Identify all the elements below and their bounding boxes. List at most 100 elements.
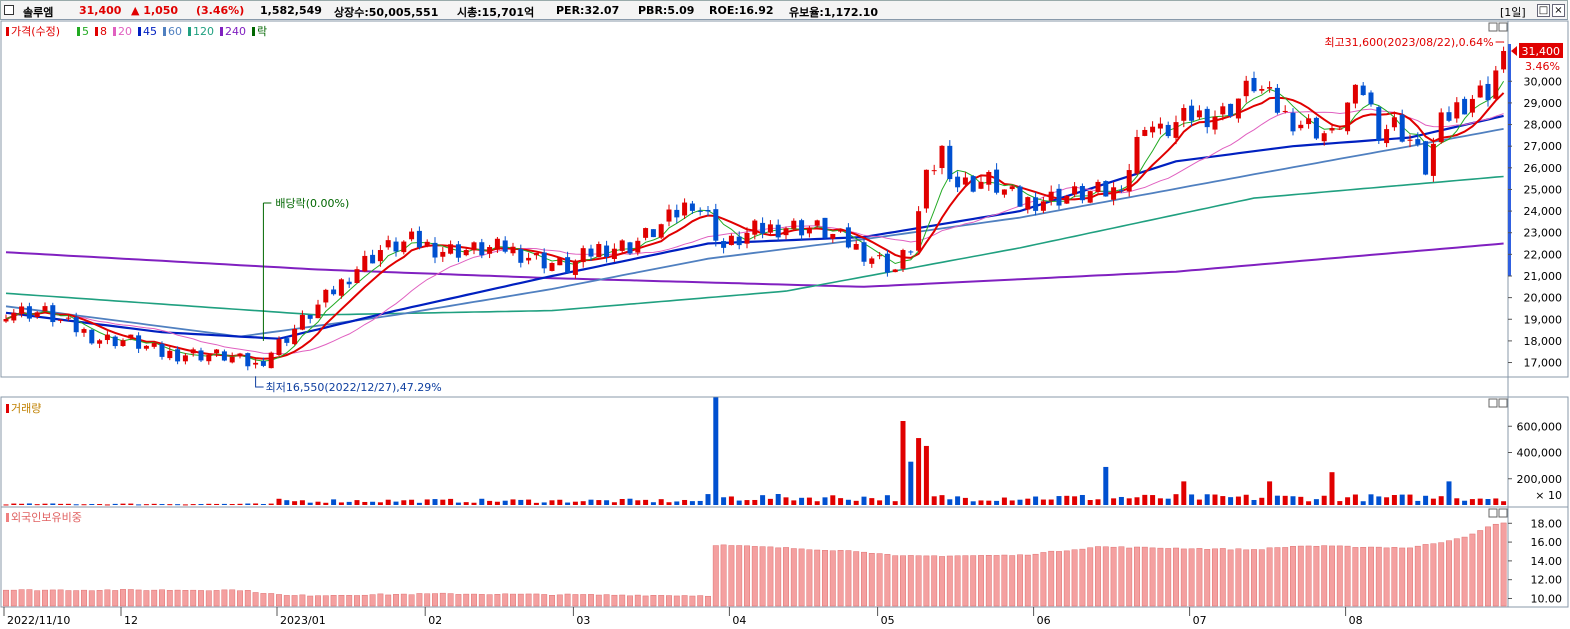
price-candle	[120, 340, 126, 347]
volume-bar	[65, 503, 71, 505]
price-candle	[299, 314, 305, 330]
price-tick-label: 23,000	[1524, 227, 1563, 240]
volume-bar	[1313, 499, 1319, 505]
volume-bar	[1072, 496, 1078, 505]
foreign-ratio-bar	[166, 590, 173, 607]
price-candle	[338, 279, 344, 296]
volume-bar	[198, 504, 204, 506]
legend-swatch	[6, 27, 9, 36]
price-candle	[151, 343, 157, 347]
float-rate: 유보율:1,172.10	[789, 6, 879, 19]
price-candle	[1493, 70, 1499, 99]
price-candle	[409, 231, 415, 240]
volume-bar	[705, 494, 711, 505]
foreign-ratio-bar	[978, 555, 984, 607]
period-button[interactable]: [1일]	[1500, 6, 1526, 19]
close-icon[interactable]: ×	[1552, 4, 1565, 17]
foreign-ratio-bar	[572, 594, 579, 607]
price-candle	[1134, 136, 1140, 174]
price-candle	[1033, 197, 1039, 211]
stock-name[interactable]: 솔루엠	[23, 6, 54, 19]
volume-bar	[658, 499, 664, 505]
price-candle	[1267, 87, 1273, 89]
volume-bar	[1111, 498, 1117, 505]
price-candle	[182, 355, 188, 362]
volume-bar	[1235, 496, 1241, 505]
volume-bar	[401, 500, 407, 505]
price-candle	[947, 145, 953, 180]
price-candle	[682, 202, 688, 216]
foreign-ratio-bar	[10, 589, 17, 607]
volume-bar	[479, 498, 485, 505]
price-candle	[323, 289, 329, 303]
x-tick-label: 06	[1037, 614, 1051, 627]
volume-bar	[1267, 481, 1273, 505]
foreign-ratio-bar	[221, 589, 228, 607]
volume-bar	[1485, 499, 1491, 505]
price-candle	[635, 240, 641, 253]
volume-bar	[1142, 494, 1148, 505]
foreign-ratio-bar	[868, 553, 875, 607]
select-checkbox[interactable]	[4, 5, 14, 15]
price-candle	[1095, 181, 1101, 193]
volume-bar	[689, 501, 695, 505]
foreign-ratio-bar	[1134, 546, 1140, 607]
foreign-ratio-bar	[549, 595, 555, 607]
foreign-ratio-bar	[268, 593, 275, 607]
volume-bar	[229, 504, 235, 506]
foreign-ratio-bar	[408, 594, 415, 607]
foreign-ratio-bar	[1344, 545, 1351, 607]
price-tick-label: 22,000	[1524, 248, 1563, 261]
price-candle	[1212, 116, 1218, 130]
price-candle	[1048, 191, 1054, 201]
foreign-ratio-bar	[1407, 547, 1413, 607]
volume-bar	[744, 500, 750, 505]
price-candle	[260, 361, 266, 366]
price-candle	[830, 233, 836, 239]
volume-bar	[1423, 495, 1429, 505]
foreign-ratio-bar	[689, 595, 696, 607]
volume-bar	[50, 503, 56, 505]
price-candle	[89, 329, 95, 344]
foreign-ratio-bar	[1126, 547, 1133, 607]
foreign-ratio-bar	[439, 592, 446, 607]
x-tick-label: 04	[732, 614, 746, 627]
foreign-ratio-bar	[3, 589, 9, 607]
price-candle	[1321, 133, 1327, 142]
volume-bar	[331, 499, 337, 505]
price-candle	[510, 246, 516, 254]
price-candle	[572, 260, 578, 275]
price-candle	[1040, 201, 1046, 211]
foreign-ratio-bar	[1079, 548, 1086, 607]
volume-bar	[830, 495, 836, 505]
foreign-panel-close-icon	[1498, 508, 1508, 518]
volume-bar	[89, 504, 95, 506]
price-panel-restore-icon	[1488, 22, 1498, 32]
price-candle	[1298, 124, 1304, 129]
foreign-ratio-bar	[1048, 550, 1055, 607]
price-candle	[1423, 141, 1429, 175]
price-candle	[666, 209, 672, 222]
price-candle	[112, 336, 118, 347]
volume-bar	[627, 498, 633, 505]
volume-bar	[1126, 498, 1132, 505]
foreign-ratio-bar	[385, 594, 392, 607]
volume-bar	[978, 500, 984, 505]
price-candle	[346, 281, 352, 285]
volume-bar	[1189, 494, 1195, 505]
volume-bar	[923, 445, 929, 505]
volume-tick-label: 400,000	[1517, 447, 1563, 460]
price-candle	[1360, 85, 1366, 96]
foreign-ratio-bar	[260, 593, 267, 607]
maximize-icon[interactable]: □	[1537, 4, 1550, 17]
foreign-ratio-bar	[1118, 546, 1125, 607]
price-candle	[900, 250, 906, 269]
price-candle	[1376, 107, 1382, 141]
ma-240-line	[5, 242, 1504, 288]
volume-tick-label: 600,000	[1517, 420, 1563, 433]
foreign-ratio-bar	[159, 589, 165, 607]
foreign-ratio-bar	[564, 593, 571, 607]
foreign-ratio-bar	[627, 595, 633, 607]
current-price: 31,400	[79, 4, 122, 17]
foreign-ratio-bar	[673, 595, 680, 607]
